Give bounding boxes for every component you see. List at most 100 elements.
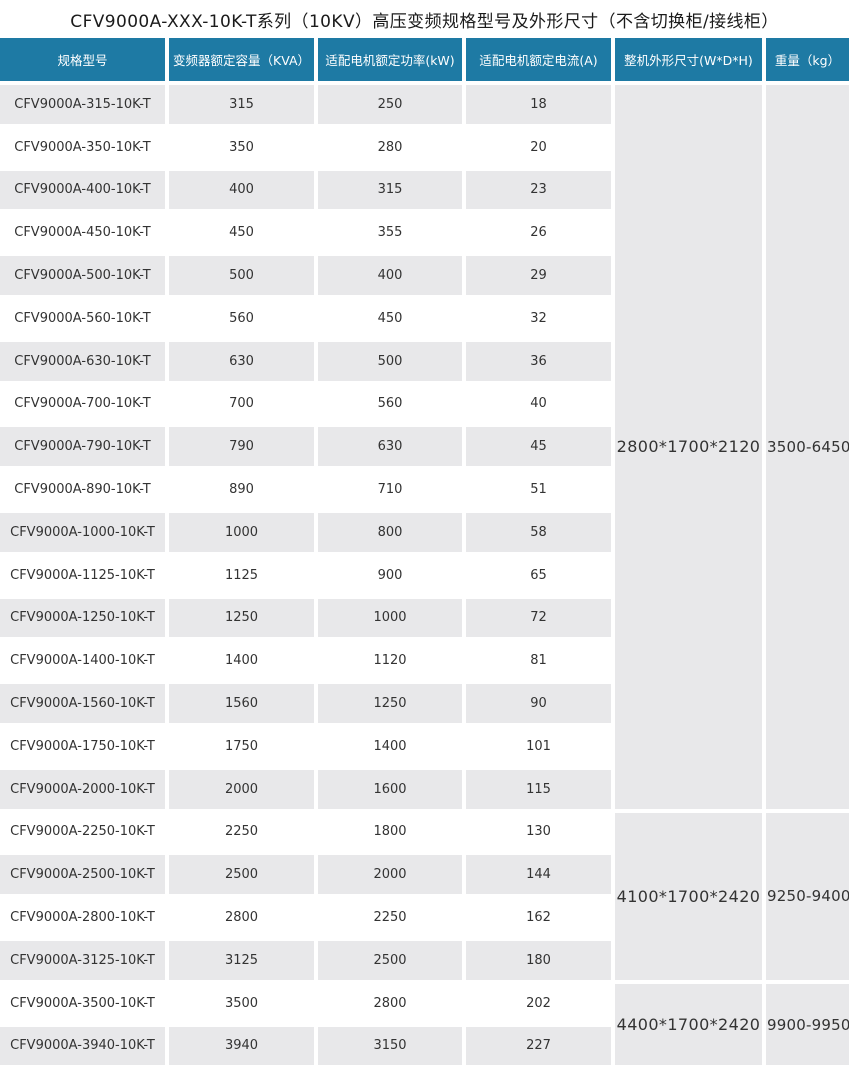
capacity-cell: 3125 <box>169 940 314 980</box>
capacity-cell: 560 <box>169 298 314 338</box>
current-cell: 45 <box>466 427 611 467</box>
model-cell: CFV9000A-630-10K-T <box>0 341 165 381</box>
capacity-cell: 400 <box>169 170 314 210</box>
table-row: CFV9000A-3500-10K-T 3500 2800 202 4400*1700*… <box>0 983 849 1066</box>
table-row: CFV9000A-3940-10K-T 3940 3150 227 <box>0 1026 849 1066</box>
column-header-2: 适配电机额定功率(kW) <box>318 38 462 81</box>
capacity-cell: 1750 <box>169 726 314 766</box>
current-cell: 90 <box>466 684 611 723</box>
weight-cell: 9250-9400 <box>766 812 849 980</box>
capacity-cell: 3940 <box>169 1026 314 1066</box>
current-cell: 40 <box>466 384 611 424</box>
capacity-cell: 2500 <box>169 855 314 895</box>
header-row: 规格型号 变频器额定容量（KVA） 适配电机额定功率(kW) 适配电机额定电流(A) 整… <box>0 38 849 81</box>
capacity-cell: 1250 <box>169 598 314 638</box>
weight-cell: 9900-9950 <box>766 983 849 1066</box>
dimensions-cell: 2800*1700*2120 <box>615 85 762 809</box>
current-cell: 32 <box>466 298 611 338</box>
column-header-3: 适配电机额定电流(A) <box>466 38 611 81</box>
model-cell: CFV9000A-790-10K-T <box>0 427 165 467</box>
current-cell: 51 <box>466 470 611 509</box>
power-cell: 710 <box>318 470 462 509</box>
model-cell: CFV9000A-2800-10K-T <box>0 898 165 937</box>
model-cell: CFV9000A-315-10K-T <box>0 85 165 124</box>
capacity-cell: 1125 <box>169 555 314 595</box>
table-row: CFV9000A-700-10K-T 700 560 40 <box>0 384 849 424</box>
power-cell: 630 <box>318 427 462 467</box>
column-header-5: 重量（kg） <box>766 38 849 81</box>
table-row: CFV9000A-630-10K-T 630 500 36 <box>0 341 849 381</box>
power-cell: 400 <box>318 256 462 295</box>
capacity-cell: 1560 <box>169 684 314 723</box>
power-cell: 1000 <box>318 598 462 638</box>
capacity-cell: 1400 <box>169 641 314 681</box>
power-cell: 560 <box>318 384 462 424</box>
capacity-cell: 315 <box>169 85 314 124</box>
current-cell: 202 <box>466 983 611 1023</box>
power-cell: 280 <box>318 127 462 167</box>
table-row: CFV9000A-2250-10K-T 2250 1800 130 4100*1700*… <box>0 812 849 980</box>
table-row: CFV9000A-2000-10K-T 2000 1600 115 <box>0 769 849 809</box>
model-cell: CFV9000A-1125-10K-T <box>0 555 165 595</box>
spec-table-wrap: 规格型号 变频器额定容量（KVA） 适配电机额定功率(kW) 适配电机额定电流(A) 整… <box>0 38 849 1070</box>
model-cell: CFV9000A-1560-10K-T <box>0 684 165 723</box>
current-cell: 23 <box>466 170 611 210</box>
current-cell: 36 <box>466 341 611 381</box>
table-row: CFV9000A-500-10K-T 500 400 29 <box>0 256 849 295</box>
power-cell: 1600 <box>318 769 462 809</box>
capacity-cell: 2800 <box>169 898 314 937</box>
table-row: CFV9000A-1560-10K-T 1560 1250 90 <box>0 684 849 723</box>
model-cell: CFV9000A-500-10K-T <box>0 256 165 295</box>
table-row: CFV9000A-400-10K-T 400 315 23 <box>0 170 849 210</box>
dimensions-cell: 4400*1700*2420 <box>615 983 762 1066</box>
capacity-cell: 3500 <box>169 983 314 1023</box>
page-title: CFV9000A-XXX-10K-T系列（10KV）高压变频规格型号及外形尺寸（… <box>70 11 779 32</box>
model-cell: CFV9000A-1750-10K-T <box>0 726 165 766</box>
current-cell: 130 <box>466 812 611 852</box>
power-cell: 315 <box>318 170 462 210</box>
table-row: CFV9000A-2500-10K-T 2500 2000 144 <box>0 855 849 895</box>
table-row: CFV9000A-560-10K-T 560 450 32 <box>0 298 849 338</box>
model-cell: CFV9000A-890-10K-T <box>0 470 165 509</box>
capacity-cell: 890 <box>169 470 314 509</box>
model-cell: CFV9000A-2250-10K-T <box>0 812 165 852</box>
capacity-cell: 700 <box>169 384 314 424</box>
capacity-cell: 630 <box>169 341 314 381</box>
table-row: CFV9000A-790-10K-T 790 630 45 <box>0 427 849 467</box>
power-cell: 1120 <box>318 641 462 681</box>
table-row: CFV9000A-1250-10K-T 1250 1000 72 <box>0 598 849 638</box>
power-cell: 2800 <box>318 983 462 1023</box>
power-cell: 1800 <box>318 812 462 852</box>
power-cell: 1250 <box>318 684 462 723</box>
table-row: CFV9000A-1125-10K-T 1125 900 65 <box>0 555 849 595</box>
model-cell: CFV9000A-3500-10K-T <box>0 983 165 1023</box>
column-header-4: 整机外形尺寸(W*D*H) <box>615 38 762 81</box>
power-cell: 250 <box>318 85 462 124</box>
table-row: CFV9000A-3125-10K-T 3125 2500 180 <box>0 940 849 980</box>
power-cell: 1400 <box>318 726 462 766</box>
spec-table: 规格型号 变频器额定容量（KVA） 适配电机额定功率(kW) 适配电机额定电流(A) 整… <box>0 38 849 1069</box>
weight-cell: 3500-6450 <box>766 85 849 809</box>
power-cell: 2000 <box>318 855 462 895</box>
column-header-0: 规格型号 <box>0 38 165 81</box>
capacity-cell: 450 <box>169 213 314 253</box>
column-header-1: 变频器额定容量（KVA） <box>169 38 314 81</box>
model-cell: CFV9000A-1000-10K-T <box>0 512 165 552</box>
capacity-cell: 1000 <box>169 512 314 552</box>
table-row: CFV9000A-315-10K-T 315 250 18 2800*1700*2120… <box>0 85 849 809</box>
capacity-cell: 2250 <box>169 812 314 852</box>
table-row: CFV9000A-350-10K-T 350 280 20 <box>0 127 849 167</box>
power-cell: 2250 <box>318 898 462 937</box>
power-cell: 355 <box>318 213 462 253</box>
current-cell: 18 <box>466 85 611 124</box>
current-cell: 227 <box>466 1026 611 1066</box>
current-cell: 162 <box>466 898 611 937</box>
current-cell: 101 <box>466 726 611 766</box>
current-cell: 29 <box>466 256 611 295</box>
current-cell: 81 <box>466 641 611 681</box>
table-row: CFV9000A-1400-10K-T 1400 1120 81 <box>0 641 849 681</box>
table-row: CFV9000A-890-10K-T 890 710 51 <box>0 470 849 509</box>
current-cell: 58 <box>466 512 611 552</box>
current-cell: 20 <box>466 127 611 167</box>
model-cell: CFV9000A-350-10K-T <box>0 127 165 167</box>
